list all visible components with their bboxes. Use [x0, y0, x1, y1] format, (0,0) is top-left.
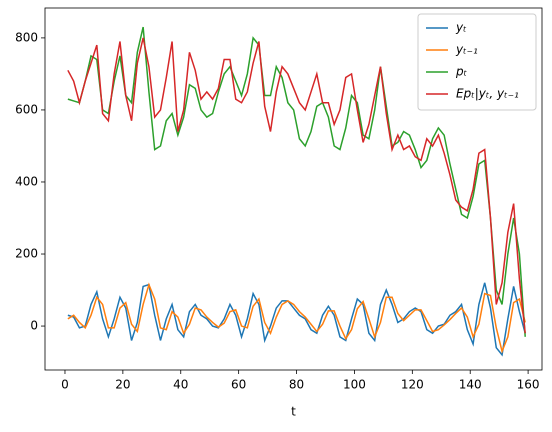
x-tick-label: 100: [343, 378, 366, 392]
x-tick-label: 120: [401, 378, 424, 392]
y-tick-label: 600: [15, 102, 38, 116]
legend: yₜ yₜ₋₁ pₜ Epₜ|yₜ, yₜ₋₁: [417, 13, 537, 111]
x-tick-label: 160: [517, 378, 540, 392]
x-axis-label: t: [291, 405, 296, 419]
series-line: [67, 37, 526, 334]
legend-label: Epₜ|yₜ, yₜ₋₁: [456, 87, 519, 101]
x-tick-label: 140: [459, 378, 482, 392]
x-tick-label: 80: [289, 378, 304, 392]
x-tick-label: 0: [61, 378, 69, 392]
legend-label: yₜ₋₁: [455, 43, 478, 57]
y-tick-label: 200: [15, 247, 38, 261]
series-line: [67, 282, 526, 354]
legend-label: yₜ: [455, 21, 467, 35]
series-line: [67, 26, 526, 337]
legend-label: pₜ: [455, 65, 468, 79]
plot-frame: [44, 7, 543, 371]
x-tick-label: 20: [115, 378, 130, 392]
x-tick-label: 60: [231, 378, 246, 392]
y-tick-label: 800: [15, 30, 38, 44]
series-line: [67, 282, 526, 357]
x-tick-label: 40: [173, 378, 188, 392]
y-tick-label: 400: [15, 174, 38, 188]
legend-box: [417, 13, 537, 111]
y-tick-label: 0: [30, 319, 38, 333]
